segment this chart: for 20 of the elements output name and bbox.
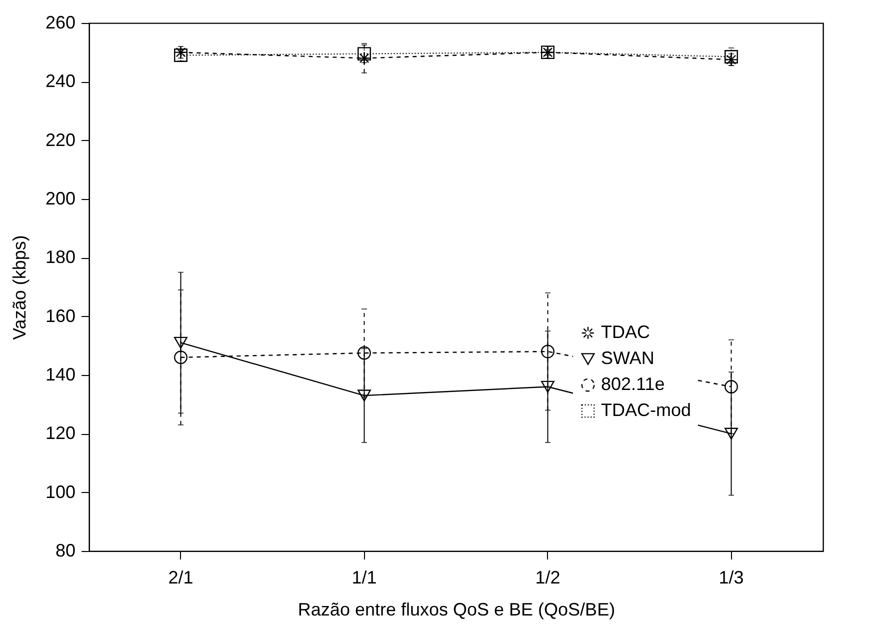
x-tick-label: 1/2 <box>535 568 560 588</box>
legend-label: 802.11e <box>601 374 665 394</box>
legend-label: TDAC-mod <box>601 400 692 420</box>
y-tick-label: 220 <box>45 130 76 150</box>
y-tick-label: 200 <box>45 188 76 208</box>
legend-label: SWAN <box>601 348 654 368</box>
y-tick-label: 140 <box>45 364 76 384</box>
x-tick-label: 1/3 <box>718 568 744 588</box>
y-tick-label: 120 <box>45 423 76 444</box>
legend-label: TDAC <box>601 322 650 342</box>
y-tick-label: 260 <box>45 12 76 32</box>
y-axis-title: Vazão (kbps) <box>9 235 30 340</box>
y-tick-label: 160 <box>45 306 76 326</box>
x-tick-label: 1/1 <box>352 568 377 588</box>
y-tick-label: 240 <box>45 71 76 92</box>
x-tick-label: 2/1 <box>168 568 194 588</box>
y-tick-label: 180 <box>45 247 76 268</box>
y-tick-label: 80 <box>55 540 76 560</box>
y-tick-label: 100 <box>45 482 76 502</box>
x-axis-title: Razão entre fluxos QoS e BE (QoS/BE) <box>298 600 616 620</box>
